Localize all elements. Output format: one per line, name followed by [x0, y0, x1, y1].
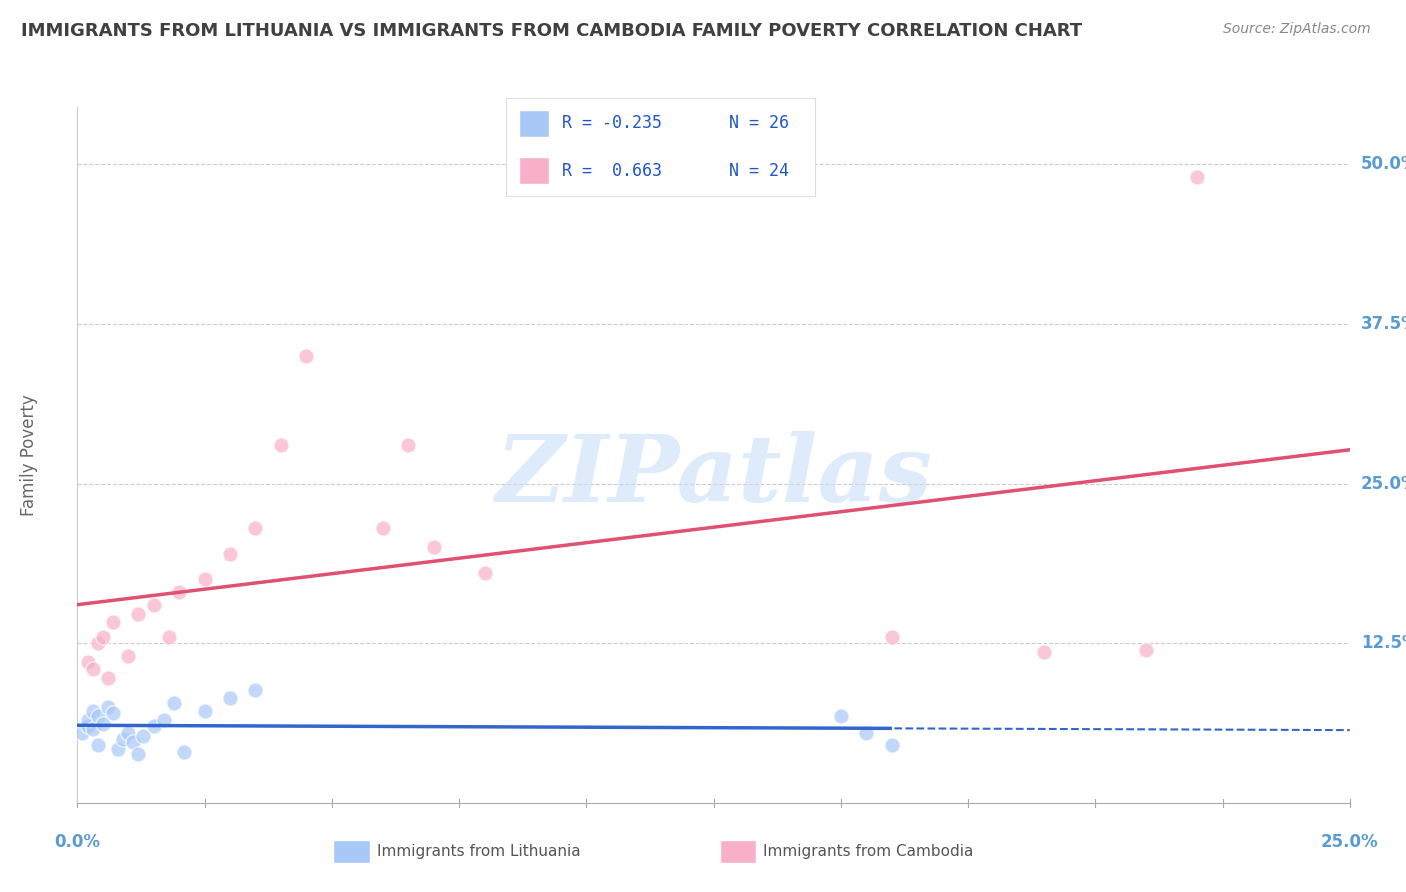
Text: Source: ZipAtlas.com: Source: ZipAtlas.com	[1223, 22, 1371, 37]
Point	[76, 719, 98, 733]
Point	[132, 730, 155, 744]
Point	[76, 656, 98, 670]
Point	[219, 691, 242, 706]
Point	[194, 704, 217, 718]
Point	[91, 716, 114, 731]
Point	[422, 541, 444, 555]
Point	[245, 521, 267, 535]
Text: 0.0%: 0.0%	[55, 833, 100, 851]
Point	[127, 747, 149, 762]
Point	[117, 648, 139, 663]
Point	[245, 683, 267, 698]
Point	[117, 725, 139, 739]
Point	[86, 636, 108, 650]
Text: 50.0%: 50.0%	[1361, 155, 1406, 173]
Point	[82, 704, 104, 718]
Point	[101, 706, 124, 721]
Point	[107, 742, 129, 756]
Point	[142, 719, 165, 733]
Point	[270, 438, 292, 452]
Point	[82, 722, 104, 736]
Point	[97, 700, 120, 714]
Text: N = 26: N = 26	[728, 114, 789, 132]
Point	[163, 696, 186, 710]
Text: 25.0%: 25.0%	[1361, 475, 1406, 492]
Point	[86, 739, 108, 753]
Point	[127, 607, 149, 621]
Text: 12.5%: 12.5%	[1361, 634, 1406, 652]
Text: Immigrants from Cambodia: Immigrants from Cambodia	[763, 845, 974, 859]
Point	[82, 662, 104, 676]
Point	[474, 566, 496, 580]
Point	[122, 734, 145, 748]
Point	[157, 630, 180, 644]
Text: 25.0%: 25.0%	[1322, 833, 1378, 851]
Text: ZIPatlas: ZIPatlas	[495, 431, 932, 521]
Point	[76, 713, 98, 727]
Point	[173, 745, 195, 759]
Point	[167, 585, 190, 599]
Bar	[519, 157, 550, 185]
Point	[1135, 642, 1157, 657]
Text: Family Poverty: Family Poverty	[20, 394, 38, 516]
Point	[830, 709, 852, 723]
Point	[153, 713, 176, 727]
Point	[295, 349, 318, 363]
Bar	[519, 110, 550, 137]
Point	[855, 725, 877, 739]
Text: R = -0.235: R = -0.235	[562, 114, 662, 132]
Point	[371, 521, 394, 535]
Text: R =  0.663: R = 0.663	[562, 162, 662, 180]
Point	[72, 725, 94, 739]
Point	[880, 630, 903, 644]
Point	[194, 573, 217, 587]
Text: IMMIGRANTS FROM LITHUANIA VS IMMIGRANTS FROM CAMBODIA FAMILY POVERTY CORRELATION: IMMIGRANTS FROM LITHUANIA VS IMMIGRANTS …	[21, 22, 1083, 40]
Point	[91, 630, 114, 644]
Text: N = 24: N = 24	[728, 162, 789, 180]
Text: 37.5%: 37.5%	[1361, 315, 1406, 333]
Point	[112, 731, 135, 746]
Point	[880, 739, 903, 753]
Point	[86, 709, 108, 723]
Point	[97, 671, 120, 685]
Point	[1033, 645, 1056, 659]
Point	[396, 438, 419, 452]
Text: Immigrants from Lithuania: Immigrants from Lithuania	[377, 845, 581, 859]
Point	[1185, 170, 1208, 185]
Point	[101, 615, 124, 629]
Point	[142, 598, 165, 612]
Point	[219, 547, 242, 561]
